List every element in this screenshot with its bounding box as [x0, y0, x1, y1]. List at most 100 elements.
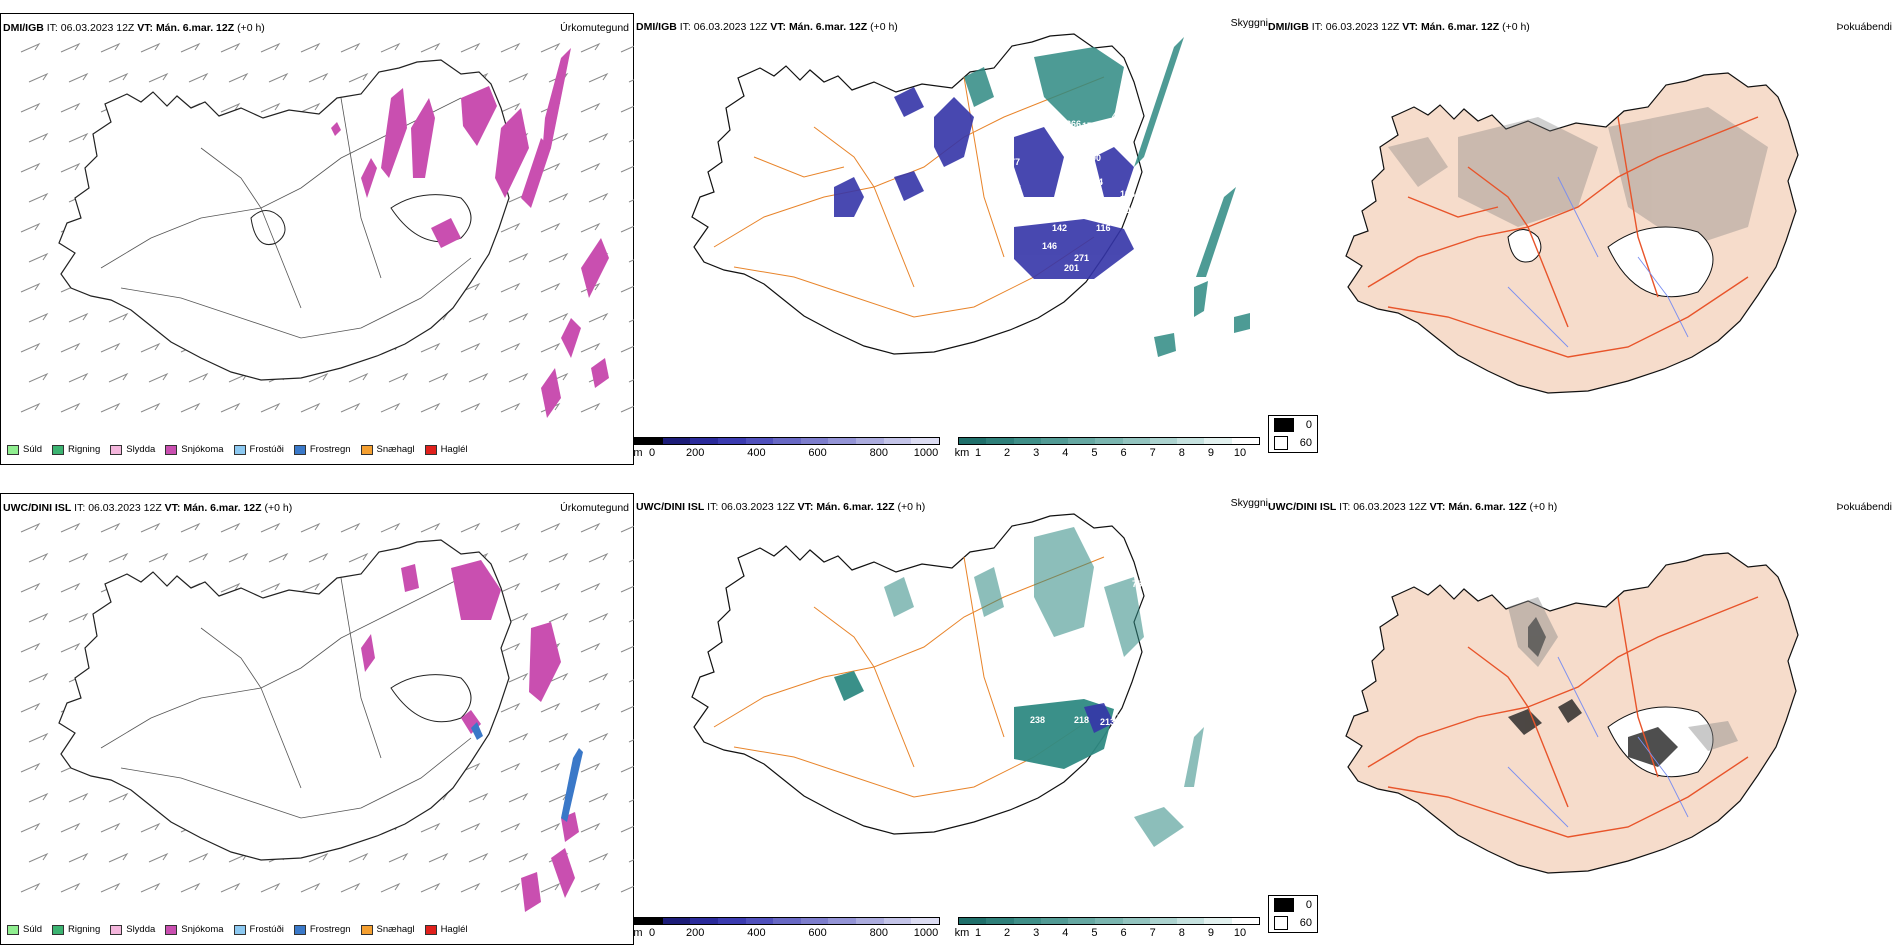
- colorbar-tick: 3: [1033, 447, 1040, 459]
- wind-barb: [260, 582, 281, 593]
- wind-barb: [540, 762, 561, 773]
- colorbar-tick: 9: [1207, 927, 1214, 939]
- legend-item: Snjókoma: [165, 444, 224, 455]
- legend-item: Snjókoma: [165, 924, 224, 935]
- legend-item: Snæhagl: [360, 444, 415, 455]
- lead-time: (+0 h): [870, 21, 898, 33]
- wind-barb: [100, 522, 121, 533]
- wind-barb: [460, 522, 481, 533]
- colorbar-bin: [1149, 918, 1178, 924]
- legend-label: Snæhagl: [376, 444, 415, 455]
- panel-header: UWC/DINI ISL IT: 06.03.2023 12Z VT: Mán.…: [3, 502, 292, 514]
- wind-barb: [500, 882, 521, 893]
- colorbar-bin: [773, 438, 801, 444]
- wind-barb: [460, 822, 481, 833]
- wind-barb: [428, 852, 449, 863]
- wind-barb: [548, 672, 569, 683]
- colorbar-unit: km: [954, 927, 970, 939]
- wind-barb: [20, 762, 41, 773]
- cloud-base-value: 178: [1082, 121, 1097, 131]
- wind-barb: [500, 42, 521, 53]
- wind-barb: [60, 102, 81, 113]
- it-label: IT:: [707, 501, 719, 513]
- wind-barb: [460, 762, 481, 773]
- wind-barb: [68, 72, 89, 83]
- wind-barb: [60, 402, 81, 413]
- precip-legend: Súld Rigning Slydda Snjókoma Frostúði Frostre…: [7, 924, 478, 935]
- wind-barb: [60, 522, 81, 533]
- wind-barb: [20, 282, 41, 293]
- visibility-areas: [964, 37, 1250, 357]
- wind-barb: [308, 852, 329, 863]
- legend-swatch: [110, 444, 123, 455]
- colorbar-bin: [690, 918, 718, 924]
- colorbar-bin: [986, 438, 1014, 444]
- wind-barb: [580, 42, 601, 53]
- wind-barb: [540, 222, 561, 233]
- colorbar-tick: 1000: [913, 927, 939, 939]
- wind-barb: [580, 642, 601, 653]
- iceland-coastline: [1345, 72, 1799, 394]
- wind-barb: [468, 372, 489, 383]
- colorbar-tick: 7: [1149, 447, 1156, 459]
- wind-barb: [188, 372, 209, 383]
- wind-barb: [20, 702, 41, 713]
- colorbar-bin: [1122, 438, 1150, 444]
- wind-barb: [260, 402, 281, 413]
- wind-barb: [108, 372, 129, 383]
- precip-type-panel-dmi: DMI/IGB IT: 06.03.2023 12Z VT: Mán. 6.ma…: [0, 13, 649, 465]
- colorbar-tick: 400: [747, 447, 766, 459]
- visibility-ticks: km 1 2 3 4 5 6 7 8 9 10: [954, 927, 1260, 941]
- wind-barb: [28, 72, 49, 83]
- wind-barb: [180, 882, 201, 893]
- lead-time: (+0 h): [1529, 501, 1558, 513]
- wind-barb: [548, 312, 569, 323]
- wind-barb: [380, 402, 401, 413]
- wind-barb: [68, 552, 89, 563]
- wind-barb: [20, 822, 41, 833]
- wind-barb: [60, 882, 81, 893]
- colorbar-bin: [1177, 918, 1205, 924]
- wind-barb: [500, 282, 521, 293]
- wind-barb: [268, 552, 289, 563]
- init-time: 06.03.2023 12Z: [60, 22, 135, 34]
- colorbar-bin: [800, 438, 829, 444]
- wind-barb: [540, 702, 561, 713]
- vt-label: VT:: [1402, 21, 1419, 33]
- wind-barb: [20, 162, 41, 173]
- wind-barb: [148, 552, 169, 563]
- cloud-base-ticks: m 0 200 400 600 800 1000: [633, 447, 940, 461]
- legend-item: Súld: [7, 444, 42, 455]
- wind-barb: [340, 522, 361, 533]
- wind-barb: [380, 522, 401, 533]
- cloud-base-value: 146: [1042, 241, 1057, 251]
- wind-barb: [100, 822, 121, 833]
- cloud-base-value: 57: [1054, 679, 1064, 689]
- colorbar-tick: 200: [686, 447, 705, 459]
- colorbar-bin: [717, 918, 746, 924]
- legend-swatch: [165, 924, 178, 935]
- wind-barb: [100, 342, 121, 353]
- vt-label: VT:: [1429, 501, 1446, 513]
- legend-label: Frostregn: [309, 444, 351, 455]
- wind-barb: [588, 852, 609, 863]
- wind-barb: [300, 42, 321, 53]
- wind-barb: [420, 882, 441, 893]
- fog-label: 0: [1305, 899, 1312, 911]
- cloud-base-value: 218: [1074, 715, 1089, 725]
- panel-title: Þokuábendi: [1836, 21, 1892, 33]
- colorbar-tick: 4: [1062, 927, 1069, 939]
- wind-barb: [380, 42, 401, 53]
- wind-barb: [588, 552, 609, 563]
- valid-time: Mán. 6.mar. 12Z: [155, 22, 235, 34]
- cloud-base-colorbar: [634, 437, 940, 445]
- colorbar-bin: [662, 918, 691, 924]
- cloud-base-value: 238: [1030, 715, 1045, 725]
- cloud-base-value: 201: [1064, 263, 1079, 273]
- wind-barb: [540, 342, 561, 353]
- wind-barb: [220, 882, 241, 893]
- wind-barb: [300, 582, 321, 593]
- fog-legend-item: 0: [1269, 896, 1317, 914]
- colorbar-bin: [1149, 438, 1178, 444]
